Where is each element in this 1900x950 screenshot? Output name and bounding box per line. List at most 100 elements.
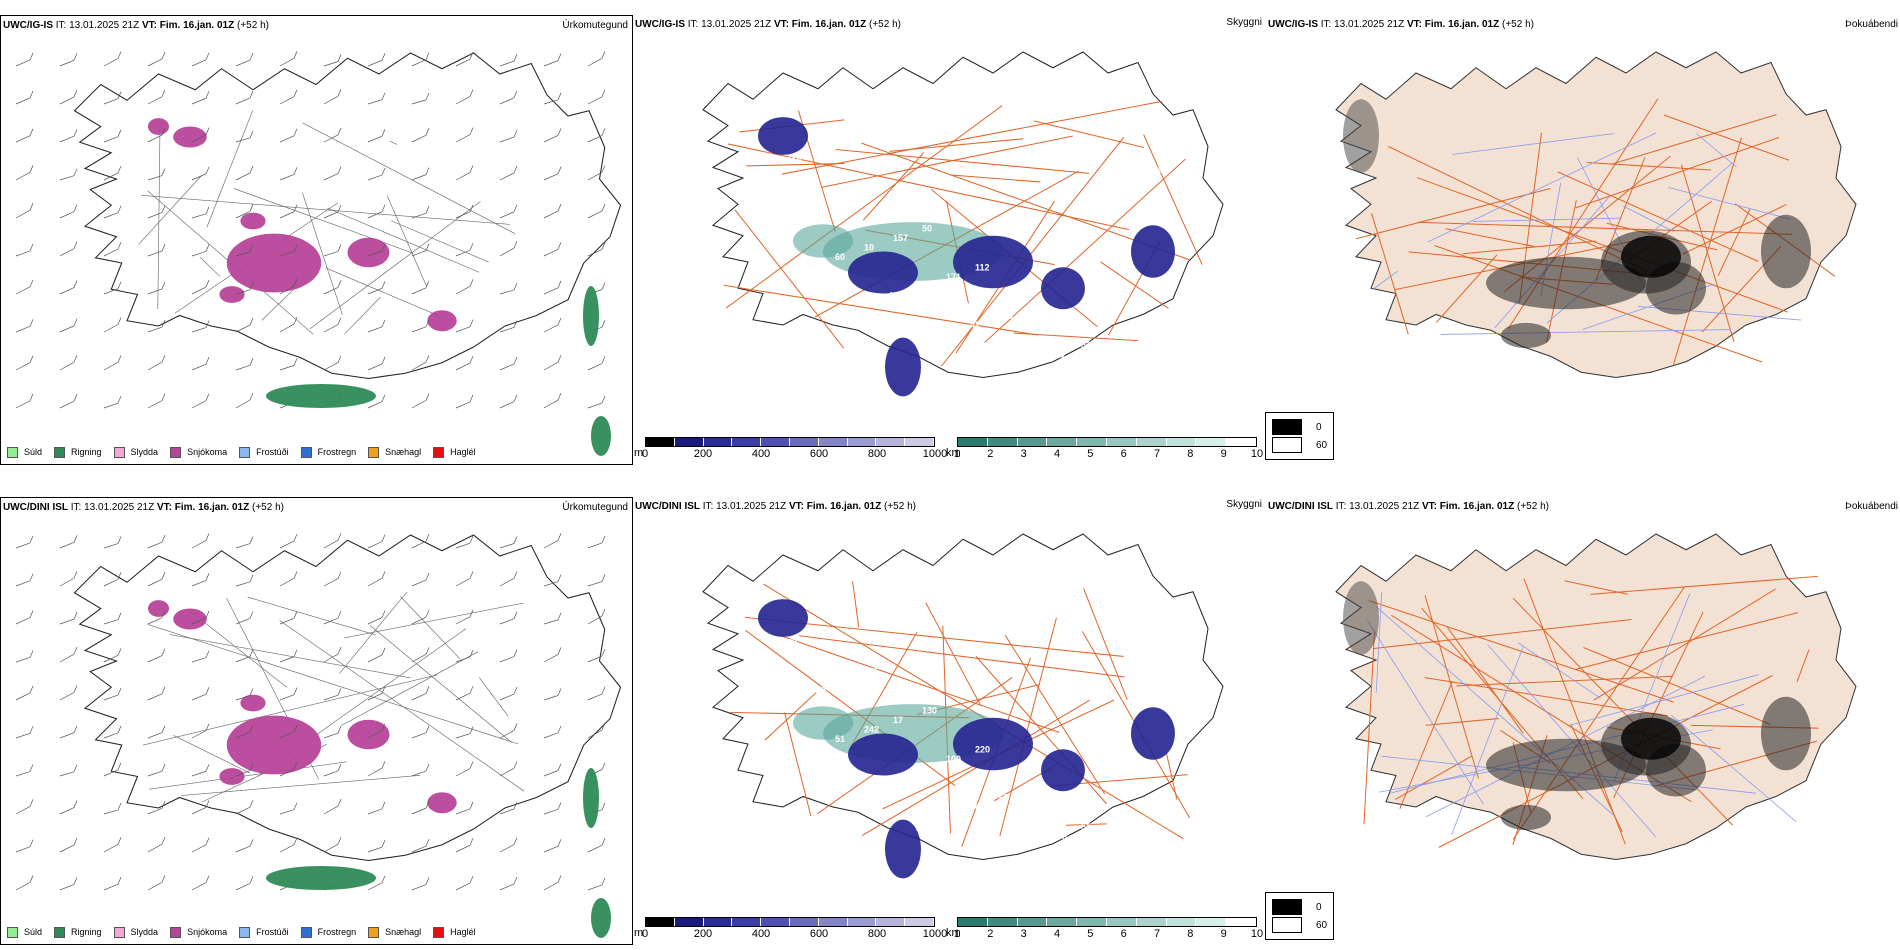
colorbar-cell xyxy=(732,438,762,446)
cloudbase-label: 118 xyxy=(787,155,802,165)
precip-legend: Súld Rigning Slydda Snjókoma Frostúði Frostre… xyxy=(3,442,492,462)
cloudbase-label: 171 xyxy=(946,272,961,282)
iceland-outline xyxy=(1335,533,1857,861)
field-name: Skyggni xyxy=(1226,17,1262,28)
cloudbase-label: 44 xyxy=(970,802,981,812)
fog-area xyxy=(1501,804,1551,831)
cloudbase-label: 157 xyxy=(893,233,908,243)
colorbar-tick: 2 xyxy=(987,928,994,940)
fog-legend-entry: 60 xyxy=(1272,917,1327,933)
colorbar-cell xyxy=(674,918,704,926)
field-name: Þokuábendi xyxy=(1845,501,1898,512)
colorbar-tick: 800 xyxy=(867,448,887,460)
colorbar-ticks: 0 200 400 600 800 1000 xyxy=(642,928,947,942)
cloudbase-label: 59 xyxy=(787,637,797,647)
colorbar-cell xyxy=(646,438,675,446)
iceland-outline xyxy=(702,51,1224,379)
cloudbase-area xyxy=(953,717,1033,771)
cloudbase-label: 72 xyxy=(1023,359,1033,369)
legend-swatch xyxy=(7,446,18,458)
colorbar-cell xyxy=(703,438,733,446)
cloudbase-label: 50 xyxy=(922,223,932,233)
cloudbase-label: 76 xyxy=(763,589,773,599)
colorbar-ticks: 1 2 3 4 5 6 7 8 9 10 xyxy=(954,928,1263,942)
cloudbase-label: 53 xyxy=(1134,116,1144,126)
colorbar-cell xyxy=(761,438,790,446)
snow-area xyxy=(226,233,322,293)
colorbar-cell xyxy=(987,918,1018,926)
fog-area xyxy=(1343,581,1379,655)
cloudbase-label: 42 xyxy=(970,320,980,330)
legend-entry: Frostregn xyxy=(300,926,356,938)
colorbar-tick: 0 xyxy=(641,448,649,460)
cloudbase-label: 48 xyxy=(1134,598,1144,608)
cloudbase-label: 42 xyxy=(1023,841,1033,851)
snow-area xyxy=(148,600,169,617)
legend-swatch xyxy=(239,926,251,938)
cloudbase-label: 42 xyxy=(917,281,927,291)
panel-header: UWC/IG-IS IT: 13.01.2025 21Z VT: Fim. 16… xyxy=(635,19,901,30)
iceland-outline xyxy=(702,533,1224,861)
fog-area xyxy=(1343,99,1379,173)
snow-area xyxy=(240,694,266,712)
colorbar-cell xyxy=(732,918,762,926)
cloudbase-label: 242 xyxy=(864,724,879,734)
cloudbase-label: 410 xyxy=(811,685,826,695)
colorbar-cell xyxy=(818,918,848,926)
visibility-area xyxy=(793,706,853,740)
legend-swatch xyxy=(113,446,125,458)
visibility-map-row2: 76 84 75 130 220 345 55 48 59 106 17 100 65 108 100 22 4… xyxy=(702,533,1224,879)
fog-legend-entry: 0 xyxy=(1272,899,1327,915)
legend-entry: Snæhagl xyxy=(368,926,421,938)
legend-entry: Frostregn xyxy=(300,446,357,458)
colorbar-tick: 8 xyxy=(1187,448,1194,460)
legend-swatch xyxy=(54,446,66,458)
colorbar xyxy=(957,917,1257,927)
iceland-outline xyxy=(73,534,622,862)
snow-area xyxy=(173,126,207,148)
colorbar-cell xyxy=(1047,438,1078,446)
cloudbase-label: 10 xyxy=(864,242,874,252)
snow-area xyxy=(427,792,457,814)
colorbar-tick: 5 xyxy=(1087,928,1094,940)
legend-swatch xyxy=(368,446,380,458)
legend-label: Frostregn xyxy=(317,447,357,457)
colorbar-cell xyxy=(1106,438,1137,446)
colorbar-tick: 9 xyxy=(1220,448,1227,460)
colorbar-tick: 10 xyxy=(1250,928,1264,940)
colorbar-tick: 6 xyxy=(1120,448,1127,460)
colorbar xyxy=(957,437,1257,447)
colorbar-cell xyxy=(1017,918,1048,926)
snow-area xyxy=(347,719,390,750)
fog-legend-entry: 0 xyxy=(1272,419,1327,435)
cloudbase-label: 112 xyxy=(975,262,990,272)
colorbar xyxy=(645,437,935,447)
colorbar-tick: 1000 xyxy=(922,448,948,460)
colorbar-tick: 200 xyxy=(693,928,713,940)
cloudbase-area xyxy=(848,251,918,294)
colorbar-tick: 3 xyxy=(1020,928,1027,940)
colorbar-cell xyxy=(789,438,819,446)
field-name: Þokuábendi xyxy=(1845,19,1898,30)
cloudbase-area xyxy=(1131,225,1175,278)
wind-barbs xyxy=(15,51,606,409)
cloudbase-area xyxy=(885,337,921,397)
cloudbase-label: 83 xyxy=(1076,617,1086,627)
visibility-map-row1: 80 80 97 50 112 74 53 53 118 58 157 171 151 112 64 85 86… xyxy=(702,51,1224,397)
legend-entry: Haglél xyxy=(433,446,476,458)
wind-barbs xyxy=(15,533,606,891)
visibility-panel-row2: 76 84 75 130 220 345 55 48 59 106 17 100 65 108 100 22 4… xyxy=(633,497,1266,945)
rain-area xyxy=(591,898,611,938)
colorbar-cell xyxy=(905,438,934,446)
cloudbase-label: 82 xyxy=(782,695,792,705)
fog-map-row1 xyxy=(1335,51,1857,379)
colorbar-cell xyxy=(1077,918,1107,926)
legend-label: Slydda xyxy=(130,927,159,937)
cloudbase-label: 58 xyxy=(840,194,850,204)
colorbar-tick: 3 xyxy=(1020,448,1027,460)
legend-entry: Snæhagl xyxy=(368,446,421,458)
panel-header: UWC/IG-IS IT: 13.01.2025 21Z VT: Fim. 16… xyxy=(1268,19,1534,30)
colorbar-cell xyxy=(789,918,819,926)
colorbar-ticks: 1 2 3 4 5 6 7 8 9 10 xyxy=(954,448,1263,462)
legend-swatch xyxy=(7,926,18,938)
